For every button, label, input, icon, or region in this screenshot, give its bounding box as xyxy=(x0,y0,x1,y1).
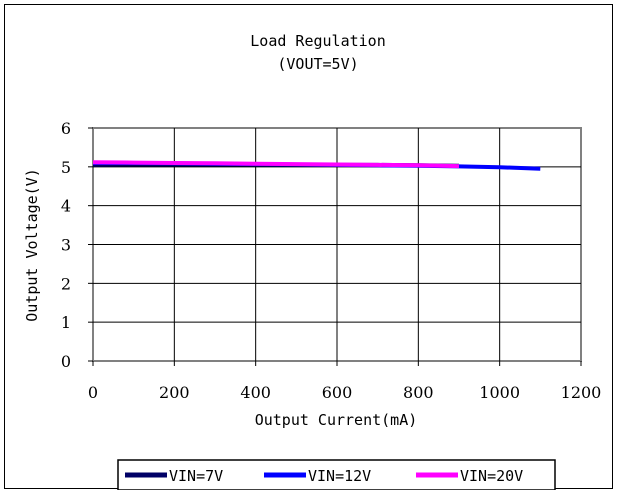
chart-title: Load Regulation xyxy=(250,32,385,50)
y-tick-label: 5 xyxy=(61,158,71,177)
legend-label-2: VIN=12V xyxy=(308,467,371,485)
y-tick-label: 6 xyxy=(61,119,71,138)
x-axis-ticks: 0 200 400 600 800 1000 1200 xyxy=(88,361,601,402)
x-tick-label: 600 xyxy=(322,383,353,402)
legend-items: VIN=7V VIN=12V VIN=20V xyxy=(125,467,523,485)
x-tick-label: 1200 xyxy=(561,383,602,402)
x-tick-label: 0 xyxy=(88,383,98,402)
plot-area: 0 1 2 3 4 5 6 0 200 400 600 800 1000 1200 xyxy=(61,119,602,402)
x-axis-label: Output Current(mA) xyxy=(255,411,418,429)
legend-label-1: VIN=7V xyxy=(169,467,223,485)
legend-label-3: VIN=20V xyxy=(460,467,523,485)
x-tick-label: 1000 xyxy=(479,383,520,402)
chart-frame: Load Regulation (VOUT=5V) 0 1 2 3 4 5 6 0 200 40… xyxy=(4,4,613,490)
legend: VIN=7V VIN=12V VIN=20V xyxy=(117,459,556,490)
chart-subtitle: (VOUT=5V) xyxy=(277,55,358,73)
data-series xyxy=(92,160,541,171)
y-tick-label: 4 xyxy=(61,197,71,216)
y-tick-label: 3 xyxy=(61,236,71,255)
x-tick-label: 200 xyxy=(159,383,190,402)
y-axis-label: Output Voltage(V) xyxy=(23,168,41,322)
y-axis-ticks: 0 1 2 3 4 5 6 xyxy=(61,119,93,371)
y-tick-label: 0 xyxy=(61,352,71,371)
series-line-3 xyxy=(92,160,460,169)
load-regulation-chart: Load Regulation (VOUT=5V) 0 1 2 3 4 5 6 0 200 40… xyxy=(23,32,602,490)
x-tick-label: 400 xyxy=(240,383,271,402)
x-tick-label: 800 xyxy=(403,383,434,402)
legend-box xyxy=(117,459,556,490)
y-tick-label: 2 xyxy=(61,274,71,293)
y-tick-label: 1 xyxy=(61,313,71,332)
